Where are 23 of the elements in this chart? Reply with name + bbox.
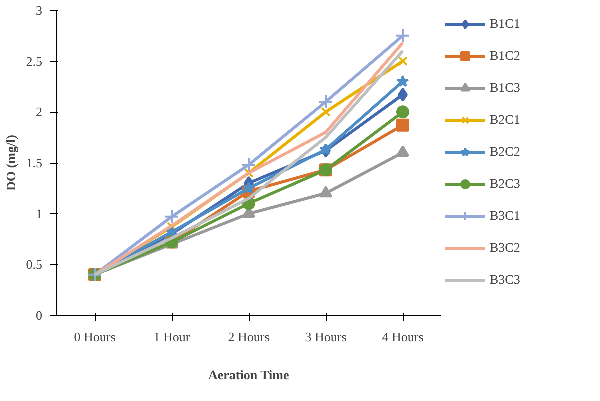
legend-label: B2C1 [490, 112, 520, 128]
x-tick-label: 3 Hours [305, 330, 347, 344]
y-tick-label: 1.5 [26, 156, 42, 170]
x-axis-title: Aeration Time [208, 368, 290, 382]
y-tick-label: 1 [36, 206, 42, 222]
legend-label: B2C3 [490, 176, 520, 192]
legend-label: B3C2 [490, 240, 520, 256]
legend-label: B1C3 [490, 80, 520, 96]
legend-label: B1C1 [490, 16, 520, 32]
y-tick-label: 2.5 [26, 54, 42, 69]
legend-label: B1C2 [490, 48, 520, 64]
y-tick-label: 3 [36, 3, 42, 18]
y-axis-title: DO (mg/l) [3, 135, 18, 191]
x-tick-label: 0 Hours [74, 330, 116, 344]
x-tick-label: 1 Hour [154, 330, 191, 344]
x-tick-label: 4 Hours [382, 330, 424, 344]
legend-label: B3C1 [490, 208, 520, 224]
x-tick-label: 2 Hours [228, 330, 270, 344]
y-tick-label: 0.5 [26, 257, 42, 272]
legend-label: B3C3 [490, 272, 520, 288]
legend-label: B2C2 [490, 144, 520, 160]
y-tick-label: 0 [36, 308, 42, 323]
y-tick-label: 2 [36, 104, 42, 120]
